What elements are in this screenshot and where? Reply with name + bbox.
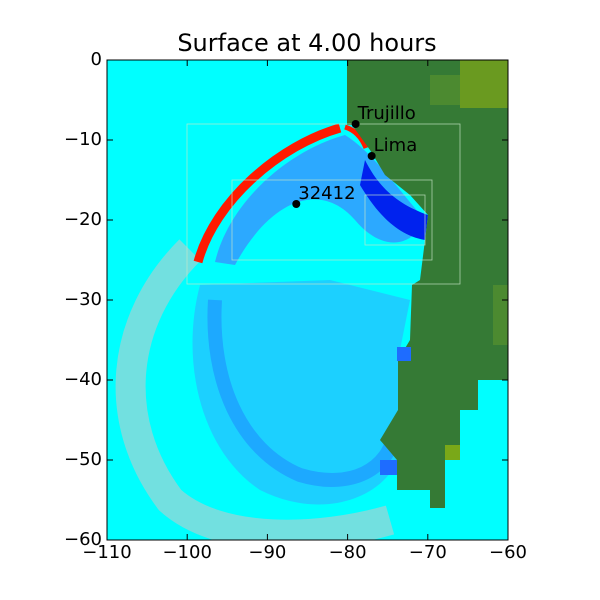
wave-front [207, 299, 402, 487]
x-tick-label: −60 [489, 542, 527, 563]
x-tick-label: −80 [329, 542, 367, 563]
highland [493, 285, 508, 345]
surface-field [107, 60, 508, 540]
y-tick-label: −10 [64, 129, 102, 150]
wave-trough [215, 135, 425, 265]
highland [430, 75, 460, 105]
x-tick-label: −100 [162, 542, 211, 563]
y-tick-label: 0 [91, 49, 102, 70]
x-tick-label: −90 [248, 542, 286, 563]
highland [445, 445, 460, 460]
y-tick-label: −40 [64, 369, 102, 390]
point-label: 32412 [298, 183, 355, 204]
cell [380, 460, 397, 475]
point-label: Trujillo [357, 103, 416, 124]
grid-patches [186, 123, 461, 285]
wave-crest [344, 124, 369, 149]
point-label: Lima [374, 135, 418, 156]
wave-ring [115, 239, 395, 540]
y-tick-label: −60 [64, 529, 102, 550]
wave-crest [193, 123, 342, 264]
gauge-point [292, 200, 301, 208]
gauge-point [367, 152, 376, 160]
highland [460, 60, 508, 108]
x-tick-label: −70 [409, 542, 447, 563]
y-tick-label: −50 [64, 449, 102, 470]
chart-title: Surface at 4.00 hours [177, 29, 436, 57]
y-tick-label: −30 [64, 289, 102, 310]
wave-field [192, 280, 410, 505]
x-tick-label: −110 [82, 542, 131, 563]
y-tick-label: −20 [64, 209, 102, 230]
cell [397, 347, 411, 361]
gauge-point [351, 120, 360, 128]
